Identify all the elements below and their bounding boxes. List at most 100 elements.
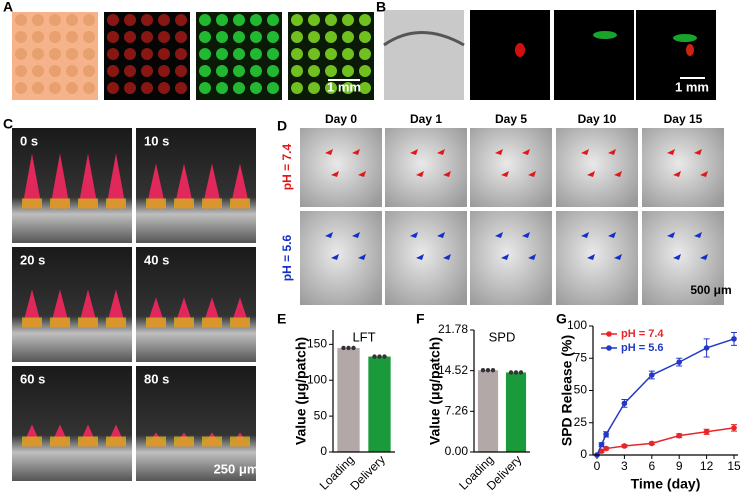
arrow xyxy=(673,254,681,260)
dot xyxy=(351,345,356,351)
y-tick-label: 25 xyxy=(574,415,588,429)
arrow xyxy=(608,149,616,155)
day-header: Day 10 xyxy=(578,112,617,126)
photo xyxy=(385,128,467,207)
needle xyxy=(233,31,245,43)
needle xyxy=(250,48,262,60)
dot xyxy=(508,370,514,375)
needle xyxy=(359,65,371,77)
arrow xyxy=(325,232,333,238)
needle xyxy=(267,65,279,77)
legend-label: pH = 7.4 xyxy=(621,328,664,340)
needle-base xyxy=(22,436,42,447)
x-tick-label: 0 xyxy=(594,459,601,473)
y-tick-label: 50 xyxy=(314,408,328,422)
needle xyxy=(202,163,222,209)
time-label: 60 s xyxy=(20,371,45,386)
row-label: pH = 7.4 xyxy=(280,144,294,191)
needle-base xyxy=(78,436,98,447)
y-axis-label: SPD Release (%) xyxy=(559,335,575,446)
arrow xyxy=(673,171,681,177)
panel-label: G xyxy=(556,311,567,327)
legend-dot xyxy=(606,331,612,337)
needle xyxy=(342,48,354,60)
arrow xyxy=(416,171,424,177)
photo xyxy=(136,366,256,481)
needle xyxy=(141,14,153,26)
needle xyxy=(83,48,95,60)
y-tick-label: 7.26 xyxy=(445,404,469,418)
time-label: 10 s xyxy=(144,133,169,148)
y-tick-label: 100 xyxy=(307,372,327,386)
needle xyxy=(199,48,211,60)
needle-base xyxy=(202,198,222,209)
needle xyxy=(250,14,262,26)
time-label: 0 s xyxy=(20,133,38,148)
needle xyxy=(15,65,27,77)
needle xyxy=(158,14,170,26)
needle-base xyxy=(202,436,222,447)
point xyxy=(603,431,609,438)
needle xyxy=(107,82,119,94)
arrow xyxy=(358,171,366,177)
needle xyxy=(124,31,136,43)
time-label: 40 s xyxy=(144,252,169,267)
arrow xyxy=(501,171,509,177)
needle xyxy=(267,82,279,94)
arrow xyxy=(495,149,503,155)
needle xyxy=(32,31,44,43)
y-tick-label: 0 xyxy=(320,444,327,458)
arrow xyxy=(410,149,418,155)
needle xyxy=(175,31,187,43)
needle xyxy=(15,48,27,60)
needle xyxy=(141,65,153,77)
photo xyxy=(385,211,467,305)
scale-label: 1 mm xyxy=(675,79,709,94)
y-tick-label: 150 xyxy=(307,337,327,351)
needle xyxy=(141,31,153,43)
arrow xyxy=(694,232,702,238)
needle-base xyxy=(230,436,250,447)
needle xyxy=(308,48,320,60)
needle xyxy=(250,82,262,94)
y-tick-label: 50 xyxy=(574,383,588,397)
point xyxy=(598,448,605,454)
point xyxy=(603,445,609,452)
dot xyxy=(490,368,496,373)
legend-label: pH = 5.6 xyxy=(621,342,664,354)
y-tick-label: 0.00 xyxy=(445,444,469,458)
needle-base xyxy=(50,436,70,447)
needle xyxy=(66,14,78,26)
bar xyxy=(337,347,360,452)
needle xyxy=(49,48,61,60)
needle xyxy=(308,31,320,43)
arrow xyxy=(410,232,418,238)
x-tick-label: Delivery xyxy=(347,452,388,493)
needle xyxy=(199,14,211,26)
needle xyxy=(32,82,44,94)
signal xyxy=(593,31,617,39)
needle xyxy=(342,14,354,26)
needle xyxy=(175,48,187,60)
needle xyxy=(124,48,136,60)
arrow xyxy=(528,254,536,260)
dot xyxy=(346,345,351,351)
needle xyxy=(291,14,303,26)
arrow xyxy=(522,149,530,155)
dot xyxy=(372,354,377,359)
needle-base xyxy=(78,198,98,209)
bar xyxy=(505,372,527,452)
day-header: Day 15 xyxy=(664,112,703,126)
needle xyxy=(325,14,337,26)
photo xyxy=(556,211,638,305)
axes xyxy=(592,326,738,456)
y-tick-label: 100 xyxy=(567,318,587,332)
needle xyxy=(106,153,126,209)
arrow xyxy=(581,232,589,238)
needle xyxy=(107,31,119,43)
y-tick-label: 0 xyxy=(580,447,587,461)
needle xyxy=(66,82,78,94)
arrow xyxy=(358,254,366,260)
needle xyxy=(83,82,95,94)
needle xyxy=(32,48,44,60)
